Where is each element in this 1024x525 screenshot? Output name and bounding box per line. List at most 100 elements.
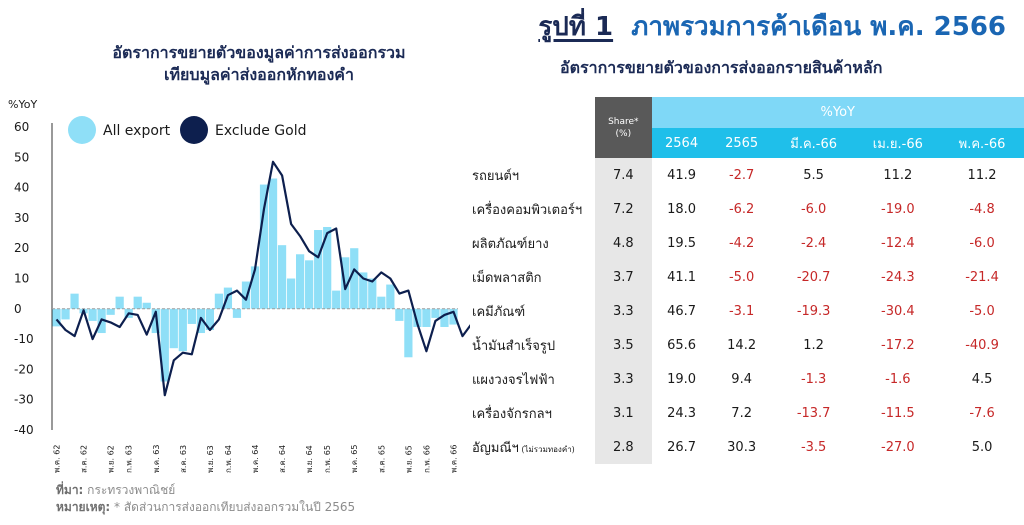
x-tick-label: ก.พ. 66 xyxy=(422,445,431,473)
x-tick-label: พ.ย. 63 xyxy=(206,445,215,473)
value-cell: 46.7 xyxy=(667,303,697,319)
value-cell: -11.5 xyxy=(881,405,915,421)
all-export-bar xyxy=(440,308,449,327)
x-tick-label: ก.พ. 64 xyxy=(224,445,233,473)
table-row: น้ำมันสำเร็จรูป 3.5 65.6 14.2 1.2 -17.2 -40.9 xyxy=(468,328,1024,362)
chart-title-line2: เทียบมูลค่าส่งออกหักทองคำ xyxy=(164,65,354,84)
source-label: ที่มา: xyxy=(56,483,84,497)
value-cell: -5.0 xyxy=(969,303,995,319)
value-cell: -6.2 xyxy=(728,201,755,217)
value-cell: -2.7 xyxy=(728,167,755,183)
value-cell: 30.3 xyxy=(727,439,757,455)
table-header-row-1: Share* (%) %YoY xyxy=(468,97,1024,158)
all-export-bar xyxy=(205,308,214,331)
x-tick-label: พ.ค. 62 xyxy=(53,445,62,473)
all-export-bar xyxy=(296,254,305,309)
note-label: หมายเหตุ: xyxy=(56,500,111,514)
all-export-bar xyxy=(88,308,97,321)
value-cell: -1.6 xyxy=(885,371,911,387)
value-cell: 41.1 xyxy=(667,269,697,285)
all-export-bar xyxy=(332,290,341,309)
value-cell: 24.3 xyxy=(667,405,697,421)
all-export-bar xyxy=(449,308,458,325)
row-label: ผลิตภัณฑ์ยาง xyxy=(468,226,595,260)
all-export-bar xyxy=(106,308,115,315)
y-axis-label: %YoY xyxy=(8,98,37,111)
share-cell: 3.3 xyxy=(595,294,652,328)
row-label-text: อัญมณีฯ xyxy=(472,440,519,456)
value-cell: -12.4 xyxy=(881,235,915,251)
row-label-text: เครื่องคอมพิวเตอร์ฯ xyxy=(472,202,583,218)
row-label-text: รถยนต์ฯ xyxy=(472,168,520,184)
all-export-bar xyxy=(413,308,422,327)
value-cell: -13.7 xyxy=(796,405,831,421)
chart-title: อัตราการขยายตัวของมูลค่าการส่งออกรวม เที… xyxy=(44,42,474,86)
value-cell: -27.0 xyxy=(881,439,915,455)
value-cell: -2.4 xyxy=(800,235,827,251)
value-cell: -19.3 xyxy=(796,303,831,319)
value-cell: -21.4 xyxy=(965,269,999,285)
value-cell: 1.2 xyxy=(803,337,824,353)
footnotes: ที่มา: กระทรวงพาณิชย์ หมายเหตุ: * สัดส่ว… xyxy=(56,482,355,516)
value-cell: 18.0 xyxy=(667,201,697,217)
yoy-group-header: %YoY xyxy=(651,97,1024,128)
chart-legend: All export Exclude Gold xyxy=(68,116,307,144)
share-cell: 3.7 xyxy=(595,260,652,294)
all-export-bar xyxy=(277,245,287,309)
share-cell: 3.3 xyxy=(595,362,652,396)
note-text: * สัดส่วนการส่งออกเทียบส่งออกรวมในปี 256… xyxy=(110,500,356,514)
table-header-row-2: 2564 2565 มี.ค.-66 เม.ย.-66 พ.ค.-66 xyxy=(468,128,1024,158)
row-label: เม็ดพลาสติก xyxy=(468,260,595,294)
share-header: Share* (%) xyxy=(595,97,652,158)
all-export-bar xyxy=(368,278,377,309)
value-cell: 11.2 xyxy=(883,167,913,183)
legend-exclude-gold-marker xyxy=(180,116,208,144)
figure-label: รูปที่ 1 xyxy=(538,12,614,42)
row-label: น้ำมันสำเร็จรูป xyxy=(468,328,595,362)
value-cell: -20.7 xyxy=(796,269,831,285)
y-tick-label: 50 xyxy=(14,150,29,164)
all-export-bar xyxy=(142,302,151,309)
value-cell: -1.3 xyxy=(800,371,827,387)
value-cell: -4.2 xyxy=(728,235,755,251)
row-label: เครื่องคอมพิวเตอร์ฯ xyxy=(468,192,595,226)
x-tick-label: พ.ค. 63 xyxy=(152,445,161,473)
all-export-bar xyxy=(187,308,196,324)
value-cell: 41.9 xyxy=(667,167,697,183)
page-title: รูปที่ 1 ภาพรวมการค้าเดือน พ.ค. 2566 xyxy=(538,6,1006,47)
all-export-bar xyxy=(404,308,413,358)
all-export-bar xyxy=(386,284,395,309)
y-tick-label: 0 xyxy=(14,302,22,316)
value-cell: -30.4 xyxy=(881,303,915,319)
value-cell: 5.0 xyxy=(971,439,993,455)
all-export-bar xyxy=(305,260,314,309)
all-export-bar xyxy=(241,281,251,309)
value-cell: -24.3 xyxy=(881,269,915,285)
all-export-bar xyxy=(431,308,440,318)
row-label-text: ผลิตภัณฑ์ยาง xyxy=(472,236,549,252)
share-cell: 7.2 xyxy=(595,192,652,226)
row-label: รถยนต์ฯ xyxy=(468,158,595,192)
x-tick-label: พ.ย. 64 xyxy=(305,445,314,473)
all-export-bar xyxy=(350,248,359,309)
x-tick-label: ส.ค. 63 xyxy=(179,445,188,473)
y-tick-label: -30 xyxy=(14,393,34,407)
table-row: ผลิตภัณฑ์ยาง 4.8 19.5 -4.2 -2.4 -12.4 -6.0 xyxy=(468,226,1024,260)
x-tick-label: พ.ค. 65 xyxy=(350,445,359,473)
all-export-bar xyxy=(395,308,404,321)
all-export-bar xyxy=(377,296,386,309)
remark-note: หมายเหตุ: * สัดส่วนการส่งออกเทียบส่งออกร… xyxy=(56,499,355,516)
table-row: เครื่องจักรกลฯ 3.1 24.3 7.2 -13.7 -11.5 -7.6 xyxy=(468,396,1024,430)
value-cell: 9.4 xyxy=(731,371,752,387)
table-row: อัญมณีฯ (ไม่รวมทองคำ) 2.8 26.7 30.3 -3.5 -27.… xyxy=(468,430,1024,464)
y-tick-label: -20 xyxy=(14,362,34,376)
chart-title-line1: อัตราการขยายตัวของมูลค่าการส่งออกรวม xyxy=(112,43,406,62)
value-cell: 65.6 xyxy=(667,337,697,353)
legend-all-export-marker xyxy=(68,116,96,144)
x-tick-label: ส.ค. 62 xyxy=(80,445,89,473)
x-tick-label: พ.ย. 62 xyxy=(107,445,116,473)
value-cell: -7.6 xyxy=(969,405,995,421)
column-header: มี.ค.-66 xyxy=(771,128,856,158)
all-export-bar xyxy=(178,308,187,352)
row-label-text: เครื่องจักรกลฯ xyxy=(472,406,552,422)
